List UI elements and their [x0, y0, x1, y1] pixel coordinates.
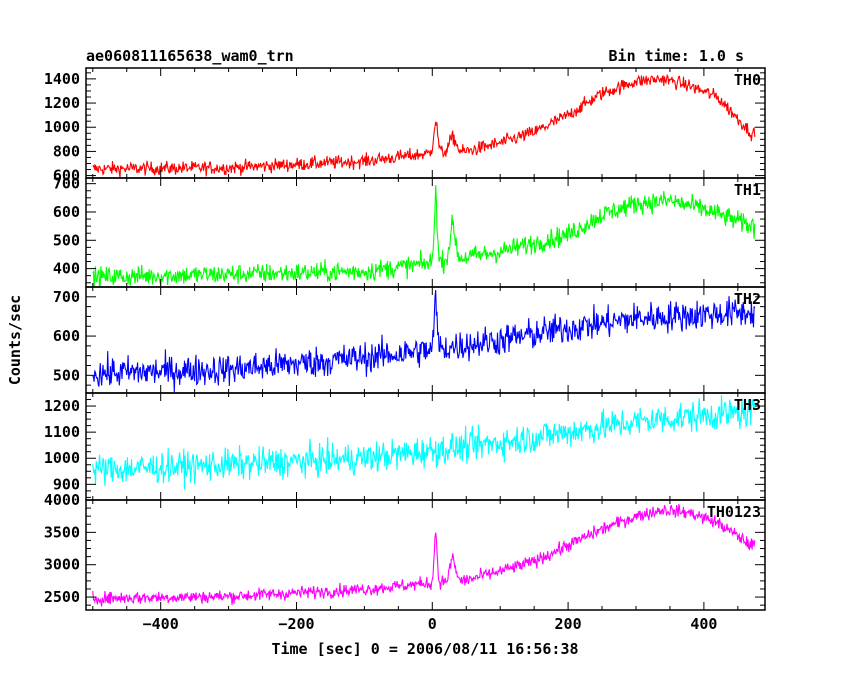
y-tick-label: 1200: [44, 397, 80, 415]
y-tick-label: 500: [53, 231, 80, 249]
x-tick-label: −400: [143, 615, 179, 633]
chart-title: ae060811165638_wam0_trn: [86, 47, 294, 65]
y-tick-label: 800: [53, 142, 80, 160]
x-tick-label: 200: [555, 615, 582, 633]
panel-frame-th2: [85, 286, 766, 394]
y-tick-label: 3000: [44, 556, 80, 574]
y-tick-label: 600: [53, 327, 80, 345]
panel-label-th0: TH0: [734, 71, 761, 89]
panel-frame-th3: [85, 392, 766, 501]
y-tick-label: 3500: [44, 523, 80, 541]
bin-time-label: Bin time: 1.0 s: [609, 47, 744, 65]
y-tick-label: 900: [53, 475, 80, 493]
y-tick-label: 1100: [44, 423, 80, 441]
y-tick-label: 400: [53, 260, 80, 278]
panel-label-th1: TH1: [734, 181, 761, 199]
x-axis: −400 −200 0 200 400: [143, 615, 718, 633]
y-tick-label: 1000: [44, 118, 80, 136]
y-tick-label: 600: [53, 203, 80, 221]
x-axis-label: Time [sec] 0 = 2006/08/11 16:56:38: [271, 640, 578, 658]
y-tick-label: 700: [53, 288, 80, 306]
series-line-th0123: [92, 503, 756, 607]
y-tick-label: 1000: [44, 449, 80, 467]
panel-label-th3: TH3: [734, 396, 761, 414]
y-tick-label: 600: [53, 167, 80, 185]
y-tick-label: 4000: [44, 491, 80, 509]
y-axis-label: Counts/sec: [6, 295, 24, 385]
x-tick-label: −200: [278, 615, 314, 633]
panel-label-th2: TH2: [734, 290, 761, 308]
series-line-th0: [92, 73, 756, 178]
series-line-th3: [92, 395, 756, 490]
x-tick-label: 400: [690, 615, 717, 633]
panel-frame-th0123: [85, 499, 766, 611]
y-tick-label: 1200: [44, 94, 80, 112]
y-tick-label: 1400: [44, 70, 80, 88]
y-tick-label: 2500: [44, 588, 80, 606]
series-line-th1: [92, 185, 756, 287]
x-tick-label: 0: [428, 615, 437, 633]
panel-label-th0123: TH0123: [707, 503, 761, 521]
y-tick-label: 700: [53, 175, 80, 193]
y-tick-label: 500: [53, 366, 80, 384]
series-line-th2: [92, 290, 756, 393]
